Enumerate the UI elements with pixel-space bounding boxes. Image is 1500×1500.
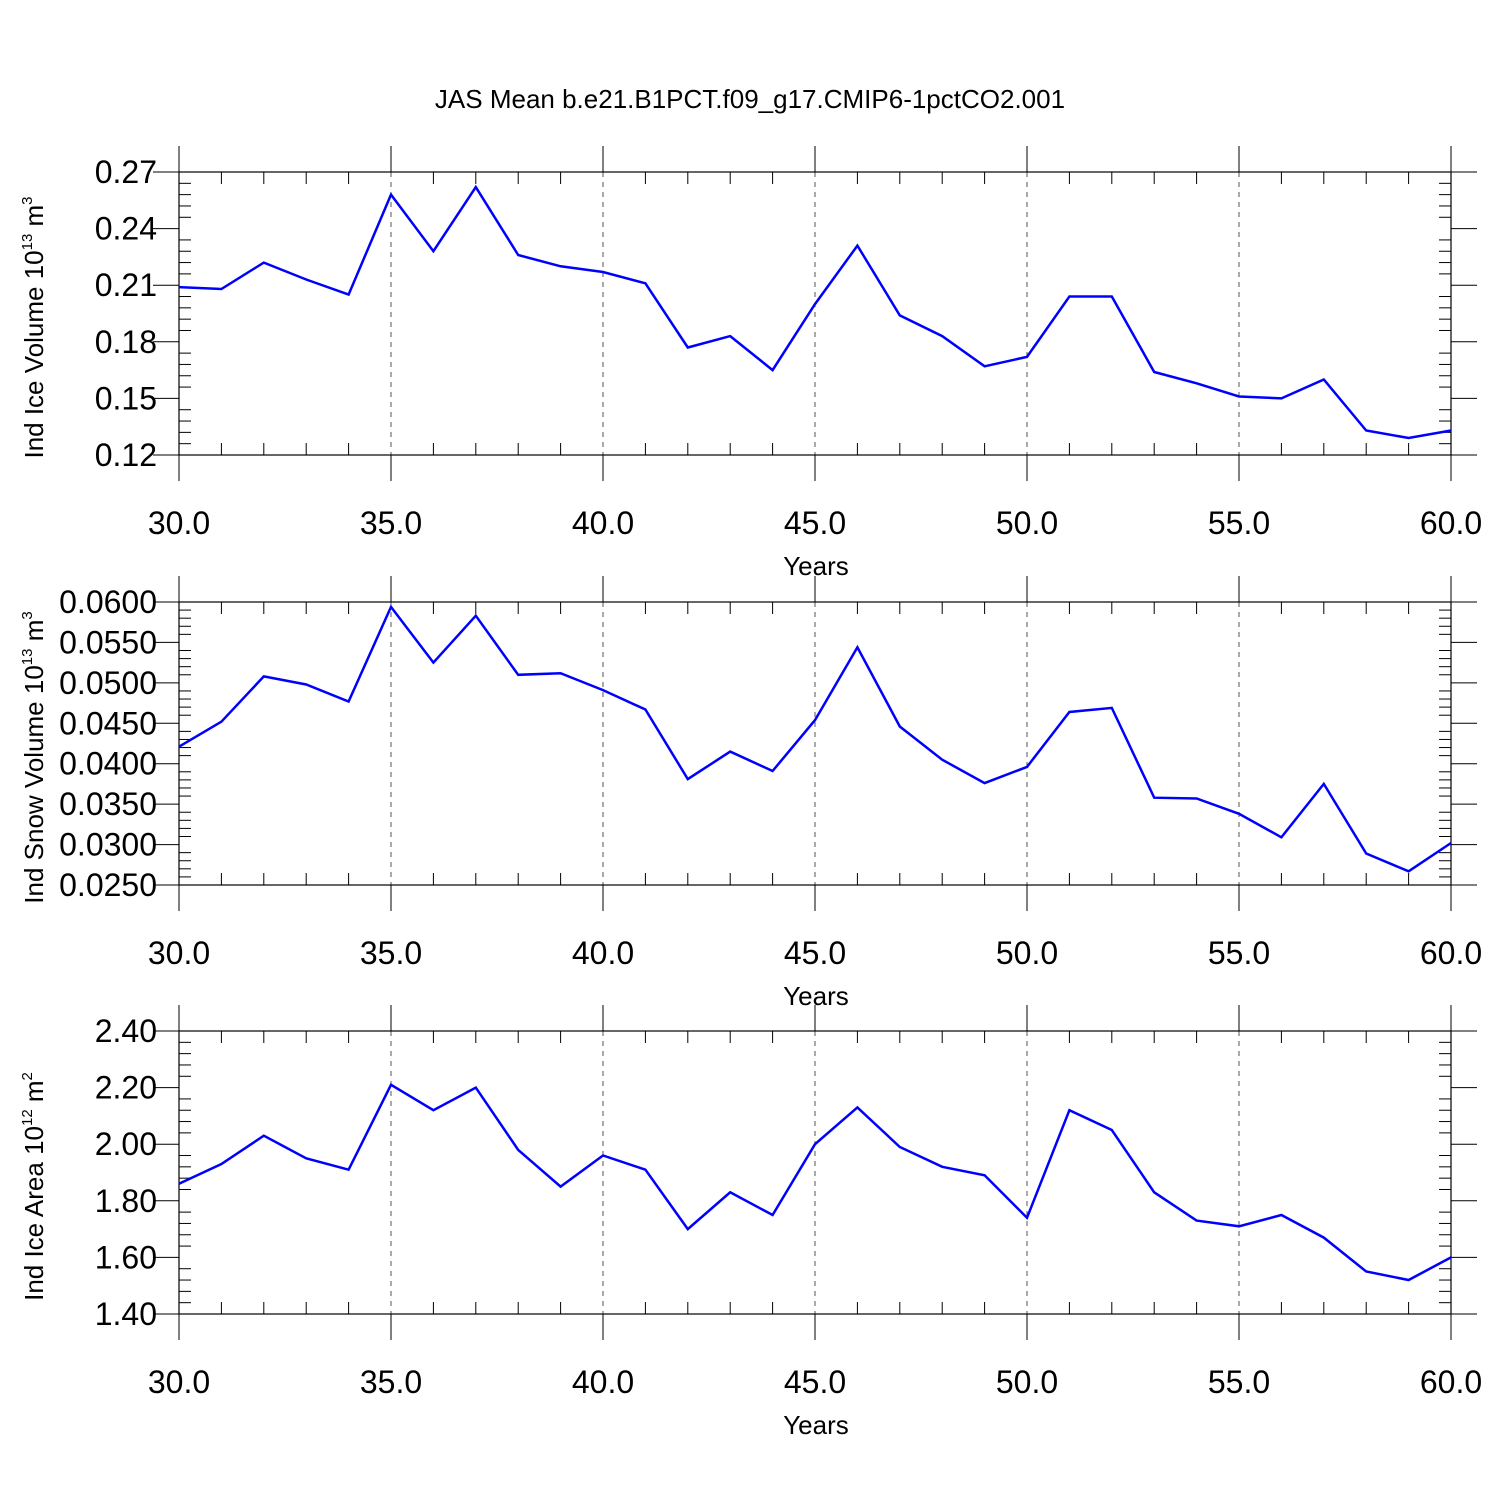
chart-panel-3: 1.40 1.60 1.80 2.00 2.20 2.40 30.0 35.0 40.0 45.0…: [19, 1005, 1482, 1440]
chart-panel-2: 0.0250 0.0300 0.0350 0.0400 0.0450 0.0500 0.05…: [19, 576, 1482, 1011]
x-tick-label: 55.0: [1208, 935, 1270, 971]
y-tick-label: 2.40: [95, 1013, 157, 1049]
y-tick-label: 0.0450: [59, 705, 157, 741]
x-tick-label: 60.0: [1420, 935, 1482, 971]
y-tick-label: 0.18: [95, 324, 157, 360]
x-tick-label: 35.0: [360, 505, 422, 541]
panels: 0.12 0.15 0.18 0.21 0.24 0.27 30.0 35.0 40.0 45.0…: [19, 146, 1482, 1440]
y-tick-label: 0.0400: [59, 746, 157, 782]
x-tick-label: 60.0: [1420, 1364, 1482, 1400]
x-tick-label: 40.0: [572, 1364, 634, 1400]
x-tick-label: 50.0: [996, 505, 1058, 541]
y-tick-label: 0.27: [95, 154, 157, 190]
x-tick-label: 50.0: [996, 935, 1058, 971]
y-tick-label: 2.20: [95, 1070, 157, 1106]
x-tick-label: 45.0: [784, 935, 846, 971]
y-tick-label: 0.0250: [59, 867, 157, 903]
y-axis-title: Ind Ice Volume 1013 m3: [19, 196, 49, 458]
y-tick-label: 2.00: [95, 1126, 157, 1162]
x-tick-label: 30.0: [148, 1364, 210, 1400]
figure-title: JAS Mean b.e21.B1PCT.f09_g17.CMIP6-1pctC…: [435, 84, 1065, 114]
y-tick-label: 0.0550: [59, 624, 157, 660]
x-tick-label: 50.0: [996, 1364, 1058, 1400]
y-tick-label: 0.0350: [59, 786, 157, 822]
x-tick-label: 60.0: [1420, 505, 1482, 541]
x-axis-title: Years: [783, 981, 849, 1011]
y-tick-label: 0.0300: [59, 827, 157, 863]
x-axis-title: Years: [783, 1410, 849, 1440]
y-tick-label: 0.0500: [59, 665, 157, 701]
series-line: [178, 604, 1452, 873]
series-line: [178, 184, 1452, 440]
x-tick-label: 55.0: [1208, 1364, 1270, 1400]
y-tick-label: 0.24: [95, 211, 157, 247]
chart-panel-1: 0.12 0.15 0.18 0.21 0.24 0.27 30.0 35.0 40.0 45.0…: [19, 146, 1482, 581]
y-tick-label: 0.15: [95, 380, 157, 416]
x-tick-label: 55.0: [1208, 505, 1270, 541]
x-tick-label: 30.0: [148, 505, 210, 541]
y-tick-label: 1.80: [95, 1183, 157, 1219]
y-tick-label: 1.60: [95, 1239, 157, 1275]
y-axis-title: Ind Ice Area 1012 m2: [19, 1072, 49, 1301]
y-axis-title: Ind Snow Volume 1013 m3: [19, 611, 49, 903]
y-tick-label: 0.12: [95, 437, 157, 473]
x-tick-label: 35.0: [360, 935, 422, 971]
x-tick-label: 45.0: [784, 505, 846, 541]
x-tick-label: 35.0: [360, 1364, 422, 1400]
x-axis-title: Years: [783, 551, 849, 581]
x-tick-label: 40.0: [572, 505, 634, 541]
x-tick-label: 40.0: [572, 935, 634, 971]
x-tick-label: 30.0: [148, 935, 210, 971]
y-tick-label: 1.40: [95, 1296, 157, 1332]
x-tick-label: 45.0: [784, 1364, 846, 1400]
series-line: [178, 1083, 1452, 1282]
y-tick-label: 0.0600: [59, 584, 157, 620]
y-tick-label: 0.21: [95, 267, 157, 303]
